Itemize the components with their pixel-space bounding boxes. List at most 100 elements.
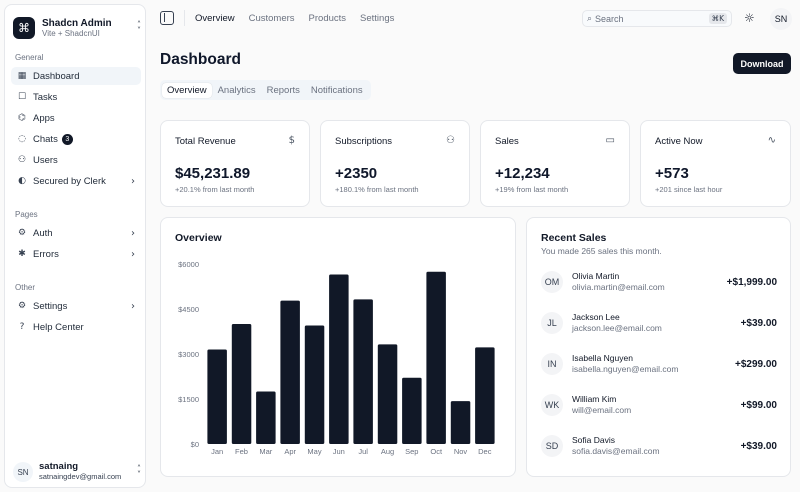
x-tick-label: Sep <box>405 447 418 456</box>
top-nav: Overview Customers Products Settings <box>195 13 394 24</box>
sidebar-item-chats[interactable]: ◌ Chats 3 <box>11 130 141 148</box>
search-shortcut: ⌘K <box>708 13 727 24</box>
clerk-icon: ◐ <box>18 176 26 186</box>
top-nav-overview[interactable]: Overview <box>195 13 235 24</box>
sidebar-item-help-center[interactable]: ? Help Center <box>11 318 141 336</box>
sale-email: sofia.davis@email.com <box>572 446 660 456</box>
y-tick-label: $6000 <box>178 260 199 269</box>
sidebar-item-label: Dashboard <box>33 70 80 82</box>
search-input[interactable]: ⌕ Search ⌘K <box>582 10 732 27</box>
chart-bar-nov[interactable] <box>450 401 471 444</box>
sidebar-item-dashboard[interactable]: ▦ Dashboard <box>11 67 141 85</box>
sale-amount: +$39.00 <box>740 440 777 452</box>
x-tick-label: May <box>307 447 321 456</box>
chart-bar-mar[interactable] <box>256 391 276 445</box>
page-title: Dashboard <box>160 51 241 68</box>
tab-list: Overview Analytics Reports Notifications <box>160 80 371 100</box>
chevrons-up-down-icon: ˄ ˅ <box>137 463 141 479</box>
help-icon: ? <box>19 322 25 332</box>
stat-card-active-now: Active Now ∿ +573 +201 since last hour <box>640 120 791 207</box>
theme-toggle-sun-icon[interactable]: ☼ <box>744 11 755 25</box>
x-tick-label: Dec <box>478 447 492 456</box>
divider <box>184 10 185 26</box>
top-nav-products[interactable]: Products <box>308 13 347 24</box>
tab-analytics[interactable]: Analytics <box>217 84 256 96</box>
group-label-other: Other <box>15 283 36 292</box>
tasks-icon: ☐ <box>17 92 27 102</box>
activity-icon: ∿ <box>767 135 776 146</box>
sidebar-item-users[interactable]: ⚇ Users <box>11 151 141 169</box>
sidebar-item-settings[interactable]: ⚙ Settings › <box>11 297 141 315</box>
sidebar-item-tasks[interactable]: ☐ Tasks <box>11 88 141 106</box>
sale-name: Isabella Nguyen <box>572 352 633 363</box>
list-item: IN Isabella Nguyen isabella.nguyen@email… <box>541 351 777 377</box>
avatar: IN <box>541 353 563 375</box>
recent-sales-title: Recent Sales <box>541 232 607 244</box>
chart-bar-aug[interactable] <box>377 344 398 444</box>
credit-card-icon: ▭ <box>605 135 615 146</box>
tab-reports[interactable]: Reports <box>266 84 300 96</box>
sidebar-item-label: Secured by Clerk <box>33 175 106 187</box>
chart-bar-jul[interactable] <box>353 299 373 444</box>
stat-title: Total Revenue <box>175 136 236 147</box>
sidebar-item-label: Errors <box>33 248 59 260</box>
tab-notifications[interactable]: Notifications <box>310 84 363 96</box>
chevrons-up-down-icon: ˄ ˅ <box>137 19 141 35</box>
chart-bar-oct[interactable] <box>426 271 446 444</box>
x-tick-label: Aug <box>381 447 394 456</box>
users-icon: ⚇ <box>446 135 455 146</box>
user-menu[interactable]: SN satnaing satnaingdev@gmail.com ˄ ˅ <box>13 457 141 487</box>
stat-value: +12,234 <box>495 165 550 182</box>
tab-overview[interactable]: Overview <box>162 82 212 98</box>
avatar: WK <box>541 394 563 416</box>
top-nav-customers[interactable]: Customers <box>248 13 295 24</box>
chevron-right-icon: › <box>131 248 135 260</box>
stat-subtext: +20.1% from last month <box>175 185 255 194</box>
dashboard-icon: ▦ <box>17 71 27 81</box>
overview-title: Overview <box>175 232 222 244</box>
sale-name: Sofia Davis <box>572 434 615 445</box>
stat-title: Sales <box>495 136 519 147</box>
sidebar-toggle-icon[interactable] <box>160 11 174 25</box>
stat-subtext: +201 since last hour <box>655 185 723 194</box>
stat-subtext: +180.1% from last month <box>335 185 419 194</box>
avatar: JL <box>541 312 563 334</box>
top-nav-settings[interactable]: Settings <box>360 13 395 24</box>
stat-value: +2350 <box>335 165 378 182</box>
avatar: SN <box>13 462 33 482</box>
sidebar-item-apps[interactable]: ⌬ Apps <box>11 109 141 127</box>
team-switcher[interactable]: ⌘ Shadcn Admin Vite + ShadcnUI ˄ ˅ <box>13 13 141 43</box>
chart-bar-sep[interactable] <box>402 377 422 444</box>
sidebar-item-label: Help Center <box>33 321 84 333</box>
y-tick-label: $1500 <box>178 395 199 404</box>
sale-amount: +$299.00 <box>735 358 777 370</box>
download-button[interactable]: Download <box>733 53 791 74</box>
overview-card: Overview $0 $1500 $3000 $4500 $6000 Jan Feb Mar… <box>160 217 516 477</box>
sidebar-item-auth[interactable]: ⚙ Auth › <box>11 224 141 242</box>
sale-email: will@email.com <box>572 405 632 415</box>
sidebar-item-label: Users <box>33 154 58 166</box>
stat-card-sales: Sales ▭ +12,234 +19% from last month <box>480 120 630 207</box>
sale-amount: +$39.00 <box>740 317 777 329</box>
chart-bar-feb[interactable] <box>231 324 252 444</box>
group-label-pages: Pages <box>15 210 38 219</box>
stat-card-subscriptions: Subscriptions ⚇ +2350 +180.1% from last … <box>320 120 470 207</box>
chart-bar-may[interactable] <box>304 325 325 445</box>
errors-icon: ✱ <box>18 249 26 259</box>
chart-bar-dec[interactable] <box>475 347 495 444</box>
chart-bar-jan[interactable] <box>207 349 227 445</box>
stat-value: $45,231.89 <box>175 165 251 182</box>
sidebar-item-label: Tasks <box>33 91 58 103</box>
sidebar-item-secured-by-clerk[interactable]: ◐ Secured by Clerk › <box>11 172 141 190</box>
avatar: OM <box>541 271 563 293</box>
chart-bar-jun[interactable] <box>329 274 349 445</box>
chats-count-badge: 3 <box>61 133 73 145</box>
chart-bar-apr[interactable] <box>280 300 300 444</box>
search-icon: ⌕ <box>587 13 593 24</box>
sidebar: ⌘ Shadcn Admin Vite + ShadcnUI ˄ ˅ Genera… <box>4 4 146 488</box>
list-item: JL Jackson Lee jackson.lee@email.com +$3… <box>541 310 777 336</box>
sidebar-item-errors[interactable]: ✱ Errors › <box>11 245 141 263</box>
avatar[interactable]: SN <box>770 8 792 30</box>
x-tick-label: Jul <box>358 447 368 456</box>
stat-subtext: +19% from last month <box>495 185 569 194</box>
